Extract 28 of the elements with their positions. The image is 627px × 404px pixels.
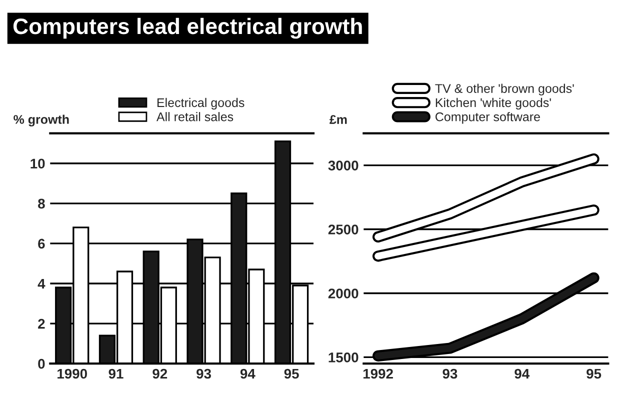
x-tick-label: 91 [108, 368, 124, 379]
x-tick-label: 92 [152, 368, 168, 379]
y-tick-label: 3000 [328, 160, 358, 170]
y-axis-title: £m [330, 115, 347, 124]
y-tick-label: 0 [38, 358, 45, 369]
legend-label: TV & other 'brown goods' [435, 84, 574, 96]
x-tick-label: 1992 [363, 368, 393, 379]
y-tick-label: 4 [38, 278, 46, 289]
y-tick-label: 2000 [328, 288, 358, 298]
y-tick-label: 1500 [328, 352, 358, 362]
y-tick-label: 8 [38, 198, 45, 209]
y-tick-label: 10 [30, 158, 45, 169]
legend-label: All retail sales [156, 112, 234, 122]
x-tick-label: 95 [284, 368, 299, 379]
legend-label: Computer software [436, 112, 540, 124]
x-tick-label: 93 [442, 368, 458, 379]
x-tick-label: 94 [514, 368, 530, 379]
x-tick-label: 1990 [58, 368, 87, 379]
y-tick-label: 2500 [328, 224, 358, 234]
y-tick-label: 2 [38, 318, 45, 329]
y-axis-title: % growth [14, 114, 69, 126]
x-tick-label: 95 [586, 368, 602, 379]
y-tick-label: 6 [38, 238, 45, 249]
legend-label: Kitchen 'white goods' [436, 98, 551, 110]
x-tick-label: 94 [240, 368, 256, 379]
x-tick-label: 93 [196, 368, 211, 379]
chart-title: Computers lead electrical growth [13, 18, 362, 39]
legend-label: Electrical goods [157, 98, 244, 110]
